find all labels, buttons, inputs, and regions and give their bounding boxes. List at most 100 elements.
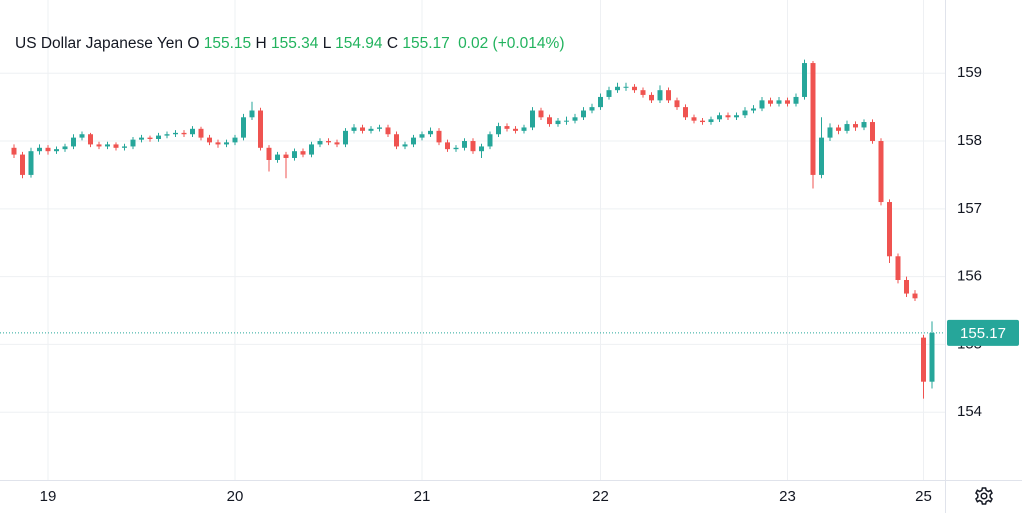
candle-body bbox=[674, 100, 680, 108]
candle-body bbox=[572, 117, 578, 121]
candle-body bbox=[113, 144, 119, 148]
candle-body bbox=[470, 141, 476, 152]
settings-icon-gear bbox=[975, 487, 993, 505]
candle-body bbox=[11, 147, 17, 155]
last-price-box bbox=[947, 319, 1019, 346]
candle-body bbox=[496, 126, 501, 135]
candle-body bbox=[742, 110, 748, 116]
symbol-name: US Dollar Japanese Yen bbox=[15, 35, 183, 52]
candle-body bbox=[555, 120, 561, 125]
candle-body bbox=[870, 122, 875, 142]
candle-body bbox=[105, 144, 110, 147]
low-label: L bbox=[323, 35, 332, 52]
settings-icon-center bbox=[980, 492, 988, 500]
candle-body bbox=[912, 293, 918, 299]
candle-body bbox=[334, 142, 340, 145]
high-label: H bbox=[255, 35, 266, 52]
candle-body bbox=[428, 130, 433, 135]
candle-body bbox=[130, 139, 136, 147]
change-percent: (+0.014%) bbox=[493, 35, 565, 52]
change-value: 0.02 bbox=[458, 35, 488, 52]
x-tick-label: 21 bbox=[414, 488, 431, 505]
candle-body bbox=[156, 135, 161, 139]
candle-body bbox=[181, 132, 187, 135]
y-tick-label: 159 bbox=[957, 64, 982, 81]
candle-body bbox=[700, 120, 705, 123]
candle-body bbox=[819, 137, 824, 175]
candle-body bbox=[54, 149, 59, 152]
candle-body bbox=[96, 144, 102, 147]
candle-body bbox=[598, 96, 603, 108]
candle-body bbox=[419, 134, 425, 138]
candle-body bbox=[173, 132, 178, 135]
candle-body bbox=[904, 280, 909, 294]
candle-body bbox=[215, 142, 221, 145]
candle-body bbox=[139, 137, 144, 140]
candle-body bbox=[887, 202, 892, 257]
candle-body bbox=[785, 100, 790, 104]
x-tick-label: 19 bbox=[40, 488, 57, 505]
candle-body bbox=[751, 108, 756, 111]
axes: 154155156157158159192021222325155.17 bbox=[40, 64, 1019, 505]
candle-body bbox=[45, 147, 51, 152]
candle-body bbox=[147, 137, 153, 139]
candle-body bbox=[122, 146, 127, 148]
candle-body bbox=[666, 90, 671, 101]
candle-body bbox=[436, 130, 442, 143]
settings-icon[interactable] bbox=[975, 487, 993, 505]
candle-body bbox=[623, 86, 629, 88]
candle-body bbox=[453, 147, 459, 150]
candle-body bbox=[547, 117, 552, 125]
candle-body bbox=[640, 90, 646, 95]
candle-body bbox=[734, 115, 739, 118]
candle-body bbox=[198, 128, 204, 138]
x-tick-label: 20 bbox=[227, 488, 244, 505]
candle-body bbox=[351, 127, 357, 131]
candle-body bbox=[632, 86, 637, 91]
candle-body bbox=[266, 147, 272, 160]
candle-body bbox=[343, 130, 348, 145]
x-tick-label: 22 bbox=[592, 488, 609, 505]
candle-body bbox=[861, 122, 867, 128]
candle-body bbox=[853, 124, 858, 128]
candle-body bbox=[71, 137, 76, 147]
candle-body bbox=[190, 128, 195, 135]
candle-body bbox=[768, 100, 773, 104]
candles bbox=[0, 59, 945, 399]
candle-body bbox=[249, 110, 255, 118]
last-price-label: 155.17 bbox=[960, 325, 1006, 342]
candle-body bbox=[300, 151, 306, 155]
candle-body bbox=[20, 154, 25, 175]
candle-body bbox=[878, 141, 884, 203]
close-label: C bbox=[387, 35, 398, 52]
candle-body bbox=[326, 141, 331, 143]
candle-body bbox=[657, 90, 663, 101]
x-tick-label: 25 bbox=[915, 488, 932, 505]
candle-body bbox=[224, 142, 229, 145]
candle-body bbox=[538, 110, 544, 118]
open-value: 155.15 bbox=[204, 35, 251, 52]
candle-body bbox=[564, 120, 569, 122]
candle-body bbox=[649, 94, 654, 101]
candle-body bbox=[776, 100, 782, 104]
candle-body bbox=[79, 134, 85, 138]
candle-body bbox=[725, 115, 731, 118]
candle-body bbox=[487, 134, 493, 147]
candle-body bbox=[691, 117, 697, 121]
legend-header: US Dollar Japanese Yen O 155.15 H 155.34… bbox=[15, 35, 565, 52]
y-tick-label: 158 bbox=[957, 132, 982, 149]
candle-body bbox=[921, 337, 926, 382]
candle-body bbox=[589, 107, 595, 111]
candle-body bbox=[615, 86, 620, 91]
candle-body bbox=[394, 134, 399, 147]
candle-body bbox=[241, 117, 246, 138]
candle-body bbox=[759, 100, 765, 109]
candle-body bbox=[317, 141, 323, 145]
candle-body bbox=[895, 256, 901, 280]
candle-body bbox=[479, 146, 484, 152]
high-value: 155.34 bbox=[271, 35, 319, 52]
candle-body bbox=[232, 137, 238, 143]
candle-body bbox=[258, 110, 263, 148]
candle-body bbox=[88, 134, 93, 145]
